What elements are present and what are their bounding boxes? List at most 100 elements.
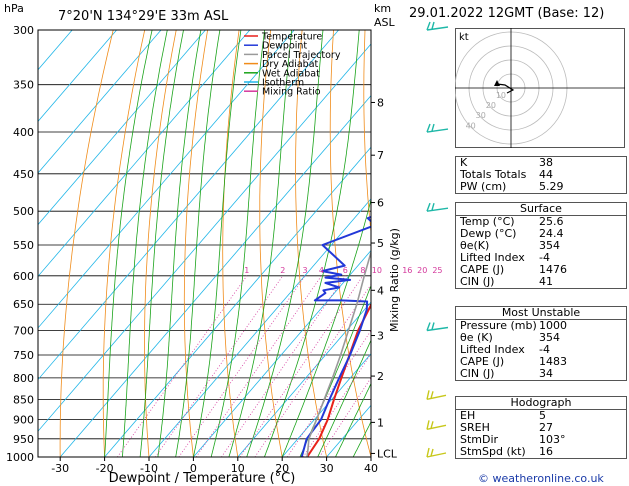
mixing-ratio-label: 6 [343, 266, 348, 275]
table-row: Lifted Index -4 [456, 252, 626, 264]
table-row: Pressure (mb) 1000 [456, 320, 626, 332]
most-unstable-table: Most Unstable Pressure (mb) 1000 θe (K) 354… [455, 306, 627, 381]
temperature-tick-label: 10 [231, 462, 245, 475]
hodograph-ring-label: 30 [476, 111, 486, 120]
surface-table: Surface Temp (°C) 25.6 Dewp (°C) 24.4 θe(K) 3… [455, 202, 627, 289]
row-label: CAPE (J) [460, 263, 505, 276]
mixing-ratio-line [302, 353, 371, 457]
hodograph-ring-label: 20 [486, 101, 496, 110]
row-label: CAPE (J) [460, 355, 505, 368]
pressure-tick-label: 650 [13, 298, 34, 311]
pressure-tick-label: 300 [13, 24, 34, 37]
mixing-ratio-line [117, 275, 248, 457]
mixing-ratio-line [221, 275, 346, 457]
pressure-tick-label: 400 [13, 126, 34, 139]
pressure-tick-label: 750 [13, 349, 34, 362]
row-value: 354 [539, 331, 560, 344]
km-unit-label: km [374, 2, 391, 15]
series-parcel-trajectory [306, 249, 371, 457]
row-value: 38 [539, 156, 553, 169]
mixing-ratio-line [286, 329, 371, 457]
legend-label: Dewpoint [262, 41, 307, 52]
temperature-tick-label: 30 [320, 462, 334, 475]
mixing-ratio-line [254, 283, 371, 457]
p-unit-label: hPa [4, 2, 24, 15]
pressure-tick-label: 700 [13, 325, 34, 338]
wind-barb-icon [426, 123, 449, 133]
isotherm-line [38, 43, 371, 432]
legend-label: Temperature [261, 32, 322, 43]
pressure-tick-label: 850 [13, 393, 34, 406]
x-axis-title: Dewpoint / Temperature (°C) [109, 471, 296, 486]
row-label: θe(K) [460, 239, 490, 252]
km-tick-label: LCL [377, 447, 398, 460]
hodograph-table: Hodograph EH 5 SREH 27 StmDir 103° StmSpd (kt)… [455, 396, 627, 459]
table-row: Dewp (°C) 24.4 [456, 228, 626, 240]
dry-adiabat-line [363, 30, 371, 236]
isotherm-line [38, 30, 162, 174]
km-tick-label: 3 [377, 330, 384, 343]
row-value: 34 [539, 367, 553, 380]
table-row: CIN (J) 34 [456, 368, 626, 380]
table-row: K 38 [456, 157, 626, 169]
wet-adiabat-line [246, 30, 324, 457]
km-tick-label: 7 [377, 149, 384, 162]
datetime-title: 29.01.2022 12GMT (Base: 12) [409, 6, 605, 21]
table-row: StmDir 103° [456, 434, 626, 446]
table-row: CAPE (J) 1483 [456, 356, 626, 368]
mixing-ratio-label: 8 [360, 266, 365, 275]
temperature-tick-label: 0 [190, 462, 197, 475]
mixing-ratio-line [319, 377, 371, 457]
row-value: 103° [539, 433, 566, 446]
row-value: 16 [539, 445, 553, 458]
row-value: 24.4 [539, 227, 564, 240]
mixing-ratio-label: 20 [417, 266, 427, 275]
row-label: CIN (J) [460, 367, 495, 380]
row-value: -4 [539, 343, 550, 356]
mixing-ratio-label: 3 [302, 266, 307, 275]
temperature-tick-label: 40 [364, 462, 378, 475]
temperature-tick-label: -20 [96, 462, 114, 475]
pressure-tick-label: 600 [13, 270, 34, 283]
most-unstable-title: Most Unstable [501, 306, 581, 319]
mixing-ratio-label: 10 [372, 266, 382, 275]
row-label: Dewp (°C) [460, 227, 517, 240]
row-label: Pressure (mb) [460, 319, 537, 332]
isotherm-line [281, 353, 371, 457]
pressure-tick-label: 800 [13, 372, 34, 385]
mixing-ratio-label: 4 [319, 266, 324, 275]
dry-adiabat-line [183, 30, 208, 457]
row-value: 27 [539, 421, 553, 434]
mixing-ratio-line [154, 275, 284, 457]
hodograph-unit: kt [459, 32, 469, 43]
pressure-tick-label: 900 [13, 414, 34, 427]
table-row: EH 5 [456, 410, 626, 422]
isotherm-line [38, 30, 295, 329]
pressure-tick-label: 950 [13, 433, 34, 446]
table-row: Totals Totals 44 [456, 169, 626, 181]
wind-barb-icon [426, 420, 447, 431]
wet-adiabat-line [175, 30, 221, 457]
wind-barb-icon [426, 447, 447, 458]
table-row: SREH 27 [456, 422, 626, 434]
km-tick-label: 5 [377, 237, 384, 250]
legend-label: Wet Adiabat [262, 68, 320, 79]
row-label: Totals Totals [460, 168, 527, 181]
indices-table: K 38 Totals Totals 44 PW (cm) 5.29 [455, 156, 627, 194]
hodograph-title: Hodograph [510, 396, 572, 409]
dry-adiabat-line [59, 30, 114, 457]
wind-barb-icon [426, 390, 447, 401]
row-value: 1000 [539, 319, 567, 332]
wet-adiabat-line [157, 30, 202, 457]
hodograph-ring-label: 10 [496, 91, 506, 100]
mixing-ratio-label: 16 [402, 266, 412, 275]
wet-adiabat-line [104, 30, 153, 457]
isotherm-line [38, 30, 117, 123]
dry-adiabat-line [144, 30, 177, 457]
pressure-tick-label: 350 [13, 79, 34, 92]
mixing-ratio-axis-title: Mixing Ratio (g/kg) [388, 228, 401, 332]
row-value: 1476 [539, 263, 567, 276]
row-value: 41 [539, 275, 553, 288]
legend-label: Mixing Ratio [262, 87, 321, 98]
